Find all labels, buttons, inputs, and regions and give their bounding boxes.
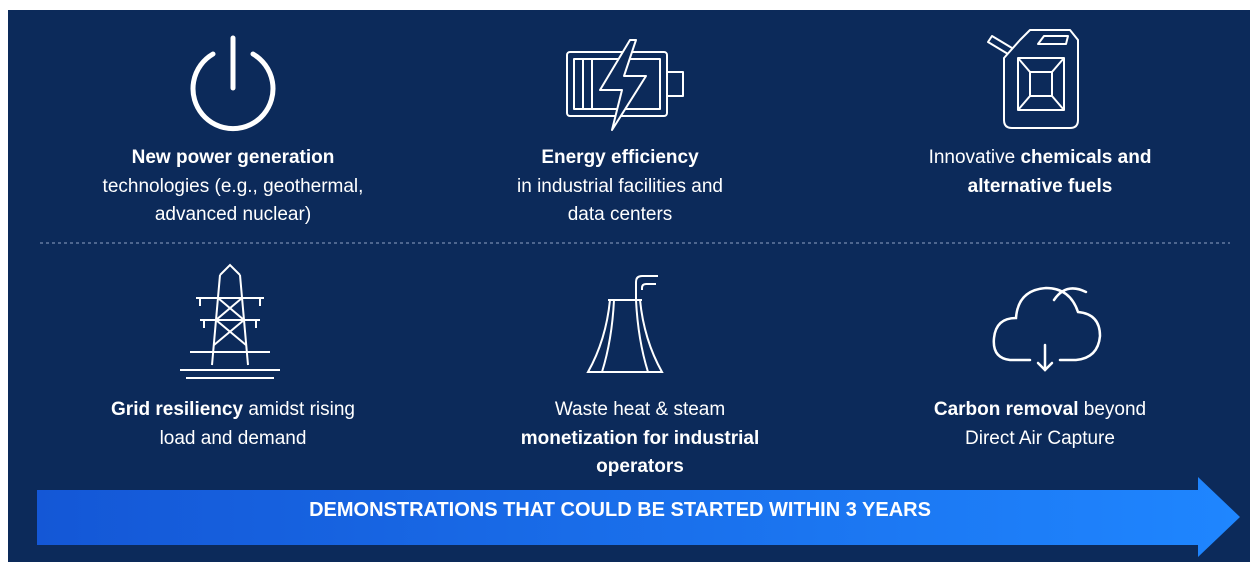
caption-text: monetization for industrial bbox=[520, 427, 760, 449]
caption-line: Direct Air Capture bbox=[850, 425, 1230, 454]
caption-text: chemicals and bbox=[1020, 147, 1152, 168]
caption-text: advanced nuclear) bbox=[154, 204, 312, 225]
caption-line: load and demand bbox=[43, 425, 423, 454]
caption-text: Direct Air Capture bbox=[965, 427, 1115, 449]
caption-text: operators bbox=[596, 456, 684, 477]
pylon-icon bbox=[180, 263, 280, 379]
caption-line: operators bbox=[450, 453, 830, 482]
caption-text: Grid resiliency bbox=[111, 399, 244, 420]
caption-line: Grid resiliency amidst rising bbox=[43, 396, 423, 425]
caption-text: Waste heat & steam bbox=[554, 399, 726, 420]
caption-text: alternative fuels bbox=[967, 175, 1113, 197]
caption-line: technologies (e.g., geothermal, bbox=[43, 173, 423, 202]
caption-line: alternative fuels bbox=[850, 173, 1230, 202]
caption-line: Energy efficiency bbox=[430, 144, 810, 173]
caption-text: Energy efficiency bbox=[541, 147, 699, 168]
timeline-arrow bbox=[37, 477, 1240, 557]
caption-text: Innovative bbox=[928, 147, 1021, 168]
item-caption: Grid resiliency amidst rising load and de… bbox=[43, 396, 423, 453]
caption-text: technologies (e.g., geothermal, bbox=[102, 175, 364, 197]
caption-line: advanced nuclear) bbox=[43, 201, 423, 230]
caption-text: load and demand bbox=[159, 427, 307, 449]
cloud-icon bbox=[992, 286, 1102, 372]
item-caption: Energy efficiency in industrial facilitie… bbox=[430, 144, 810, 230]
caption-line: Innovative chemicals and bbox=[850, 144, 1230, 173]
caption-text: amidst rising bbox=[243, 399, 355, 420]
caption-line: data centers bbox=[430, 201, 810, 230]
caption-text: New power generation bbox=[131, 147, 335, 168]
caption-text: beyond bbox=[1078, 399, 1147, 420]
power-icon bbox=[190, 35, 276, 132]
caption-line: monetization for industrial bbox=[450, 425, 830, 454]
item-caption: New power generation technologies (e.g., … bbox=[43, 144, 423, 230]
battery-icon bbox=[566, 39, 684, 131]
item-caption: Carbon removal beyond Direct Air Capture bbox=[850, 396, 1230, 453]
item-caption: Waste heat & steam monetization for indus… bbox=[450, 396, 830, 482]
caption-text: Carbon removal bbox=[933, 399, 1079, 420]
fuel-can-icon bbox=[987, 29, 1079, 129]
caption-text: in industrial facilities and bbox=[517, 175, 723, 197]
caption-line: in industrial facilities and bbox=[430, 173, 810, 202]
caption-line: New power generation bbox=[43, 144, 423, 173]
item-caption: Innovative chemicals and alternative fuel… bbox=[850, 144, 1230, 201]
caption-text: data centers bbox=[567, 204, 673, 225]
caption-line: Carbon removal beyond bbox=[850, 396, 1230, 425]
cooling-tower-icon bbox=[586, 275, 664, 373]
caption-line: Waste heat & steam bbox=[450, 396, 830, 425]
arrow-label: DEMONSTRATIONS THAT COULD BE STARTED WIT… bbox=[309, 499, 931, 521]
